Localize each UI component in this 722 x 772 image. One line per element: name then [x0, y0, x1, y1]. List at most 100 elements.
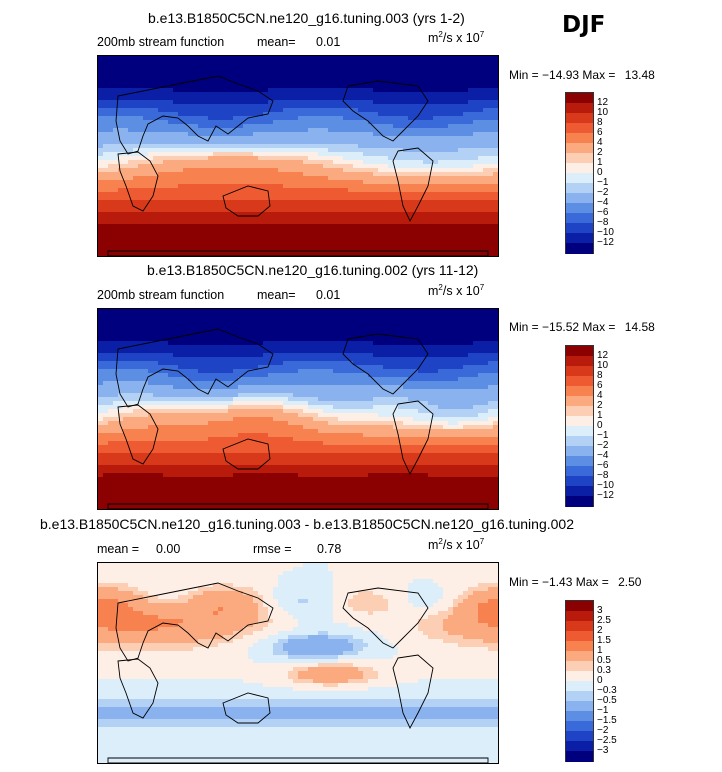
panel-2-colorbar: 12 10 8 6 4 2 1 0 −1 −2 −4 −6 −8 −10 −12	[565, 345, 614, 507]
colorbar-cell	[566, 436, 593, 447]
coastline	[392, 654, 434, 730]
field-shading	[98, 563, 498, 763]
colorbar-cell	[566, 223, 593, 234]
colorbar-cell	[566, 681, 593, 692]
colorbar-tick-label: −1.5	[597, 715, 617, 726]
colorbar-cell	[566, 163, 593, 174]
panel-3-map	[97, 562, 499, 764]
colorbar-tick-label: 1	[597, 645, 603, 656]
colorbar-cell	[566, 661, 593, 672]
colorbar-tick-label: 2	[597, 625, 603, 636]
colorbar-tick-label: −0.3	[597, 685, 617, 696]
panel-3-units: m2/s x 107	[428, 537, 485, 553]
panel-1-variable-label: 200mb stream function	[97, 35, 225, 49]
coastline	[117, 658, 159, 719]
colorbar-cell	[566, 651, 593, 662]
panel-3-title: b.e13.B1850C5CN.ne120_g16.tuning.003 - b…	[40, 516, 574, 532]
colorbar-cell	[566, 143, 593, 154]
colorbar-tick-label: 1	[597, 410, 603, 421]
colorbar-tick-label: −12	[597, 237, 614, 248]
colorbar-tick-label: −1	[597, 705, 609, 716]
colorbar-cell	[566, 93, 593, 104]
colorbar-tick-label: −8	[597, 470, 609, 481]
panel-2-mean-value: 0.01	[316, 288, 341, 302]
colorbar-cell	[566, 356, 593, 367]
panel-2-mean-label: mean=	[257, 288, 296, 302]
panel-3-mean-value: 0.00	[156, 542, 181, 556]
colorbar-tick-label: 2	[597, 400, 603, 411]
colorbar-cell	[566, 476, 593, 487]
colorbar-tick-label: 4	[597, 390, 603, 401]
colorbar-tick-label: 2.5	[597, 615, 611, 626]
colorbar-cell	[566, 611, 593, 622]
colorbar-tick-label: −4	[597, 197, 609, 208]
colorbar-cell	[566, 406, 593, 417]
colorbar-tick-label: −2	[597, 440, 609, 451]
panel-1-units: m2/s x 107	[428, 30, 485, 46]
colorbar-tick-label: 6	[597, 380, 603, 391]
colorbar-tick-label: 1.5	[597, 635, 611, 646]
coastline	[342, 587, 429, 649]
colorbar-cell	[566, 366, 593, 377]
colorbar-tick-label: −10	[597, 480, 614, 491]
colorbar-cell	[566, 123, 593, 134]
colorbar-tick-label: −2.5	[597, 735, 617, 746]
panel-3-rmse-label: rmse =	[253, 542, 292, 556]
colorbar-tick-label: −12	[597, 490, 614, 501]
colorbar-cell	[566, 133, 593, 144]
colorbar-tick-label: 0	[597, 675, 603, 686]
panel-1-mean-label: mean=	[257, 35, 296, 49]
panel-2-map	[97, 308, 499, 510]
coastline	[115, 328, 274, 408]
colorbar-tick-label: 10	[597, 107, 609, 118]
colorbar-tick-label: 0	[597, 420, 603, 431]
colorbar-tick-label: −1	[597, 430, 609, 441]
colorbar-cell	[566, 721, 593, 732]
colorbar-cell	[566, 751, 593, 762]
colorbar-cell	[566, 376, 593, 387]
colorbar-tick-label: −2	[597, 725, 609, 736]
colorbar-cell	[566, 346, 593, 357]
coastline	[107, 757, 489, 763]
colorbar-tick-label: −1	[597, 177, 609, 188]
colorbar-cell	[566, 173, 593, 184]
colorbar-cell	[566, 711, 593, 722]
coastline	[115, 582, 274, 662]
coastline	[107, 250, 489, 256]
season-label: DJF	[562, 12, 606, 38]
colorbar-cell	[566, 456, 593, 467]
colorbar-tick-label: 3	[597, 605, 603, 616]
colorbar-tick-label: −0.5	[597, 695, 617, 706]
colorbar-tick-label: 10	[597, 360, 609, 371]
colorbar-tick-label: 12	[597, 97, 609, 108]
colorbar-tick-label: 6	[597, 127, 603, 138]
colorbar-tick-label: 12	[597, 350, 609, 361]
coastline	[392, 147, 434, 223]
colorbar-cell	[566, 631, 593, 642]
panel-1-map	[97, 55, 499, 257]
coastline	[115, 75, 274, 155]
colorbar-cell	[566, 233, 593, 244]
coastline	[342, 333, 429, 395]
colorbar-cell	[566, 741, 593, 752]
panel-3-colorbar: 3 2.5 2 1.5 1 0.5 0.3 0 −0.3 −0.5 −1 −1.5 −2 −2.5 −3	[565, 600, 617, 762]
colorbar-tick-label: −10	[597, 227, 614, 238]
coastline	[117, 151, 159, 212]
colorbar-cell	[566, 496, 593, 507]
colorbar-cell	[566, 183, 593, 194]
coastline	[222, 692, 271, 724]
colorbar-cell	[566, 446, 593, 457]
coastline	[342, 80, 429, 142]
coastline	[222, 438, 271, 470]
colorbar-tick-label: 0.3	[597, 665, 611, 676]
colorbar-tick-label: −3	[597, 745, 609, 756]
colorbar-cell	[566, 671, 593, 682]
panel-2-units: m2/s x 107	[428, 283, 485, 299]
colorbar-cell	[566, 701, 593, 712]
coastline	[392, 400, 434, 476]
colorbar-cell	[566, 153, 593, 164]
field-shading	[98, 56, 498, 256]
panel-3-min-max: Min = −1.43 Max = 2.50	[509, 575, 642, 589]
panel-2-min-max: Min = −15.52 Max = 14.58	[509, 320, 655, 334]
colorbar-cell	[566, 691, 593, 702]
